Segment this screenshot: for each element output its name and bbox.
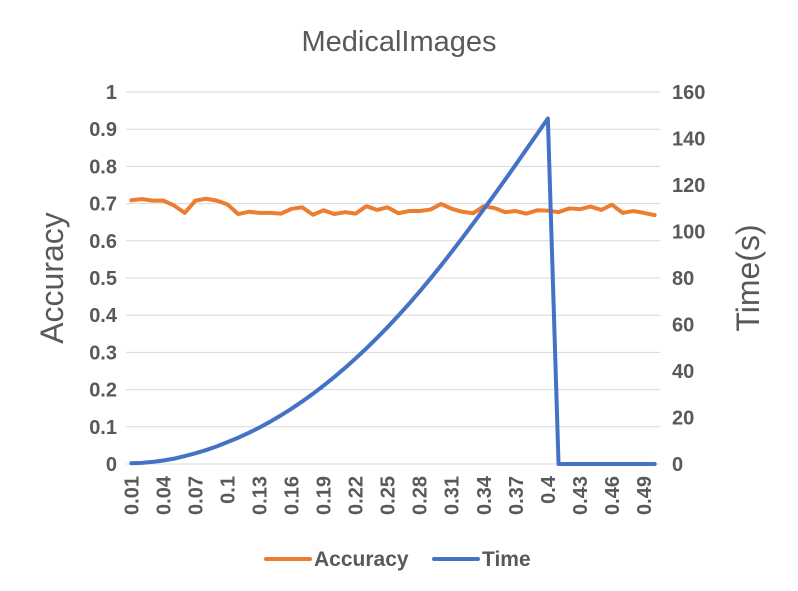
x-tick-label: 0.28 — [410, 476, 432, 515]
legend-item-time: Time — [432, 548, 531, 571]
left-tick-label: 0.3 — [89, 342, 117, 364]
x-tick-label: 0.01 — [121, 476, 143, 515]
left-tick-label: 0.6 — [89, 231, 117, 253]
gridlines — [126, 91, 660, 465]
x-axis-ticks: 0.01 0.04 0.07 0.1 0.13 0.16 0.19 0.22 0.25 0.28 0… — [121, 475, 656, 515]
left-tick-label: 0 — [106, 454, 117, 476]
left-tick-label: 0.4 — [89, 305, 118, 327]
legend: Accuracy Time — [264, 548, 531, 571]
right-tick-label: 40 — [672, 361, 694, 383]
series-line-time — [129, 116, 657, 466]
right-axis-title: Time(s) — [730, 224, 766, 331]
chart-title: MedicalImages — [301, 26, 496, 58]
right-tick-label: 120 — [672, 175, 705, 197]
series-lines — [129, 116, 657, 466]
left-axis-ticks: 0 0.1 0.2 0.3 0.4 0.5 0.6 0.7 0.8 0.9 1 — [89, 82, 118, 476]
left-tick-label: 1 — [106, 82, 117, 104]
right-tick-label: 20 — [672, 408, 694, 430]
left-tick-label: 0.9 — [89, 119, 117, 141]
x-tick-label: 0.4 — [538, 475, 560, 504]
left-tick-label: 0.7 — [89, 194, 117, 216]
left-tick-label: 0.2 — [89, 380, 117, 402]
x-tick-label: 0.37 — [506, 476, 528, 515]
left-axis-title: Accuracy — [34, 212, 70, 344]
x-tick-label: 0.43 — [570, 476, 592, 515]
x-tick-label: 0.22 — [346, 476, 368, 515]
x-tick-label: 0.49 — [634, 476, 656, 515]
x-tick-label: 0.31 — [442, 476, 464, 515]
right-axis-ticks: 0 20 40 60 80 100 120 140 160 — [672, 82, 705, 476]
right-tick-label: 160 — [672, 82, 705, 104]
x-tick-label: 0.13 — [250, 476, 272, 515]
legend-label: Accuracy — [314, 548, 409, 571]
legend-label: Time — [482, 548, 531, 571]
x-tick-label: 0.25 — [378, 476, 400, 515]
x-tick-label: 0.04 — [153, 475, 175, 515]
right-tick-label: 140 — [672, 129, 705, 151]
series-line-accuracy — [129, 196, 657, 218]
x-tick-label: 0.19 — [314, 476, 336, 515]
x-tick-label: 0.1 — [217, 476, 239, 504]
left-tick-label: 0.5 — [89, 268, 117, 290]
x-tick-label: 0.07 — [185, 476, 207, 515]
x-tick-label: 0.34 — [474, 475, 496, 515]
right-tick-label: 100 — [672, 222, 705, 244]
right-tick-label: 80 — [672, 268, 694, 290]
legend-item-accuracy: Accuracy — [264, 548, 409, 571]
x-tick-label: 0.16 — [282, 476, 304, 515]
right-tick-label: 60 — [672, 315, 694, 337]
x-tick-label: 0.46 — [602, 476, 624, 515]
left-tick-label: 0.1 — [89, 417, 117, 439]
left-tick-label: 0.8 — [89, 156, 117, 178]
right-tick-label: 0 — [672, 454, 683, 476]
